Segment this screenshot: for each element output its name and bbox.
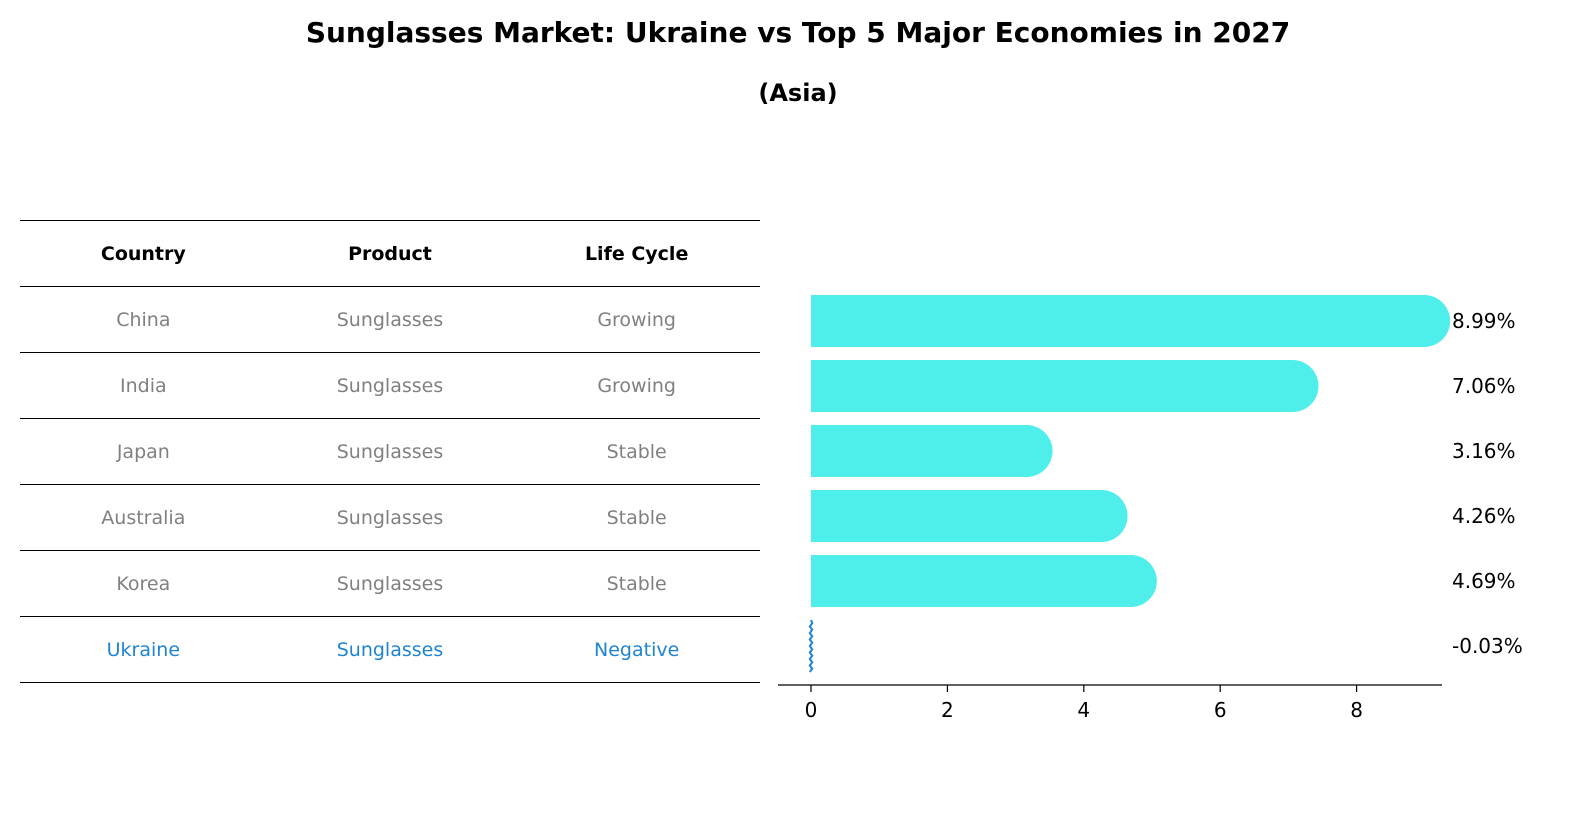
data-label-ukraine: -0.03% (1452, 634, 1523, 658)
table-row: Australia Sunglasses Stable (20, 484, 760, 551)
market-table: Country Product Life Cycle China Sunglas… (20, 220, 760, 683)
bar-ukraine (808, 619, 814, 673)
table-cell-product: Sunglasses (266, 484, 514, 551)
column-header-life-cycle: Life Cycle (513, 220, 760, 287)
table-cell-product: Sunglasses (266, 418, 514, 485)
chart-title: Sunglasses Market: Ukraine vs Top 5 Majo… (305, 16, 1291, 49)
table-cell-life-cycle: Growing (513, 352, 760, 419)
x-tick-label-0: 0 (805, 698, 818, 722)
x-tick-label-2: 2 (941, 698, 954, 722)
data-label-india: 7.06% (1452, 374, 1516, 398)
table-header-row: Country Product Life Cycle (20, 220, 760, 287)
table-cell-life-cycle: Stable (513, 418, 760, 485)
table-cell-life-cycle: Stable (513, 550, 760, 617)
table-cell-country: Japan (20, 418, 267, 485)
table-cell-life-cycle: Growing (513, 286, 760, 353)
table-row: India Sunglasses Growing (20, 352, 760, 419)
bar-japan (811, 425, 1053, 477)
table-cell-country: China (20, 286, 267, 353)
x-tick-label-6: 6 (1214, 698, 1227, 722)
table-cell-country: Australia (20, 484, 267, 551)
chart-subtitle: (Asia) (758, 79, 838, 107)
data-label-japan: 3.16% (1452, 439, 1516, 463)
x-tick-label-8: 8 (1350, 698, 1363, 722)
column-header-product: Product (266, 220, 514, 287)
table-row: Japan Sunglasses Stable (20, 418, 760, 485)
table-cell-product: Sunglasses (266, 286, 514, 353)
bar-india (811, 360, 1319, 412)
bar-korea (811, 555, 1157, 607)
table-row-highlighted: Ukraine Sunglasses Negative (20, 616, 760, 683)
table-row: Korea Sunglasses Stable (20, 550, 760, 617)
table-cell-country: Korea (20, 550, 267, 617)
table-cell-country: India (20, 352, 267, 419)
table-cell-country: Ukraine (20, 616, 267, 683)
table-cell-life-cycle: Stable (513, 484, 760, 551)
column-header-country: Country (20, 220, 267, 287)
data-label-china: 8.99% (1452, 309, 1516, 333)
table-cell-life-cycle: Negative (513, 616, 760, 683)
x-tick-label-4: 4 (1077, 698, 1090, 722)
data-label-korea: 4.69% (1452, 569, 1516, 593)
table-cell-product: Sunglasses (266, 616, 514, 683)
bar-australia (811, 490, 1128, 542)
data-label-australia: 4.26% (1452, 504, 1516, 528)
table-cell-product: Sunglasses (266, 352, 514, 419)
bar-china (811, 295, 1451, 347)
table-row: China Sunglasses Growing (20, 286, 760, 353)
